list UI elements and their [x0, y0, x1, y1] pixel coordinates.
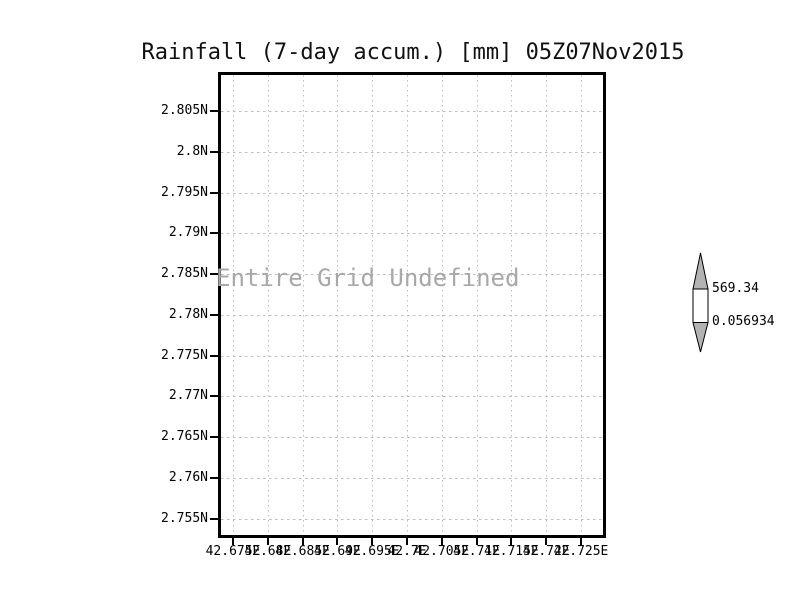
x-tick-label: 42.695E [344, 544, 400, 559]
x-tick-mark [406, 538, 408, 545]
x-gridline [546, 75, 548, 535]
y-tick-mark [210, 273, 218, 275]
y-tick-label: 2.76N [168, 469, 208, 485]
y-gridline [221, 192, 603, 194]
y-tick-mark [210, 110, 218, 112]
y-tick-mark [210, 395, 218, 398]
y-gridline [221, 151, 603, 153]
y-tick-mark [210, 517, 218, 520]
y-tick-label: 2.805N [161, 103, 208, 118]
colorbar-value-box [692, 288, 709, 323]
y-tick-mark [210, 191, 218, 194]
y-tick-label: 2.755N [161, 510, 208, 526]
x-tick-mark [545, 538, 548, 545]
x-gridline [407, 75, 408, 535]
y-gridline [221, 111, 603, 112]
y-tick-label: 2.775N [161, 347, 208, 363]
x-tick-mark [336, 538, 339, 545]
undefined-grid-message: Entire Grid Undefined [216, 264, 520, 292]
y-gridline [221, 233, 603, 235]
colorbar-max-label: 569.34 [712, 281, 759, 296]
x-tick-mark [440, 538, 443, 545]
y-gridline [221, 437, 603, 438]
y-gridline [221, 518, 603, 520]
x-tick-mark [232, 538, 234, 545]
y-tick-label: 2.795N [161, 184, 208, 200]
x-gridline [302, 75, 304, 535]
plot-title: Rainfall (7-day accum.) [mm] 05Z07Nov201… [141, 40, 685, 65]
y-gridline [221, 355, 603, 357]
y-tick-label: 2.785N [161, 266, 208, 281]
x-tick-mark [301, 538, 304, 545]
x-tick-mark [266, 538, 269, 545]
x-tick-label: 42.715E [483, 544, 539, 559]
y-tick-mark [210, 476, 218, 479]
plot-frame [218, 72, 606, 538]
y-tick-mark [210, 313, 218, 316]
colorbar [692, 252, 709, 353]
x-tick-label: 42.685E [275, 544, 330, 559]
y-gridline [221, 274, 603, 275]
y-tick-mark [210, 436, 218, 438]
x-gridline [267, 75, 269, 535]
x-tick-mark [580, 538, 582, 545]
y-gridline [221, 314, 603, 316]
colorbar-min-label: 0.056934 [712, 314, 775, 329]
x-gridline [581, 75, 582, 535]
y-gridline [221, 396, 603, 398]
y-tick-mark [210, 354, 218, 357]
x-tick-label: 42.71E [453, 544, 501, 559]
x-gridline [233, 75, 234, 535]
x-gridline [337, 75, 339, 535]
grid-layer [221, 75, 603, 535]
colorbar-up-arrow-icon [692, 252, 709, 290]
y-tick-label: 2.765N [161, 429, 208, 444]
x-gridline [441, 75, 443, 535]
x-tick-mark [475, 538, 478, 545]
x-tick-label: 42.7E [387, 544, 427, 559]
x-tick-mark [371, 538, 374, 545]
x-tick-label: 42.69E [313, 544, 361, 559]
y-tick-label: 2.8N [176, 143, 208, 159]
x-tick-mark [510, 538, 513, 545]
y-tick-label: 2.78N [168, 306, 208, 322]
y-tick-mark [210, 150, 218, 153]
colorbar-down-arrow-icon [692, 322, 709, 353]
x-tick-label: 42.705E [414, 544, 470, 559]
y-tick-label: 2.77N [168, 388, 208, 404]
x-gridline [372, 75, 374, 535]
y-tick-mark [210, 232, 218, 235]
y-gridline [221, 477, 603, 479]
x-tick-label: 42.72E [522, 544, 570, 559]
x-gridline [511, 75, 513, 535]
x-gridline [476, 75, 478, 535]
x-tick-label: 42.675E [205, 544, 261, 559]
y-tick-label: 2.79N [168, 225, 208, 241]
x-tick-label: 42.725E [553, 544, 609, 559]
x-tick-label: 42.68E [244, 544, 292, 559]
